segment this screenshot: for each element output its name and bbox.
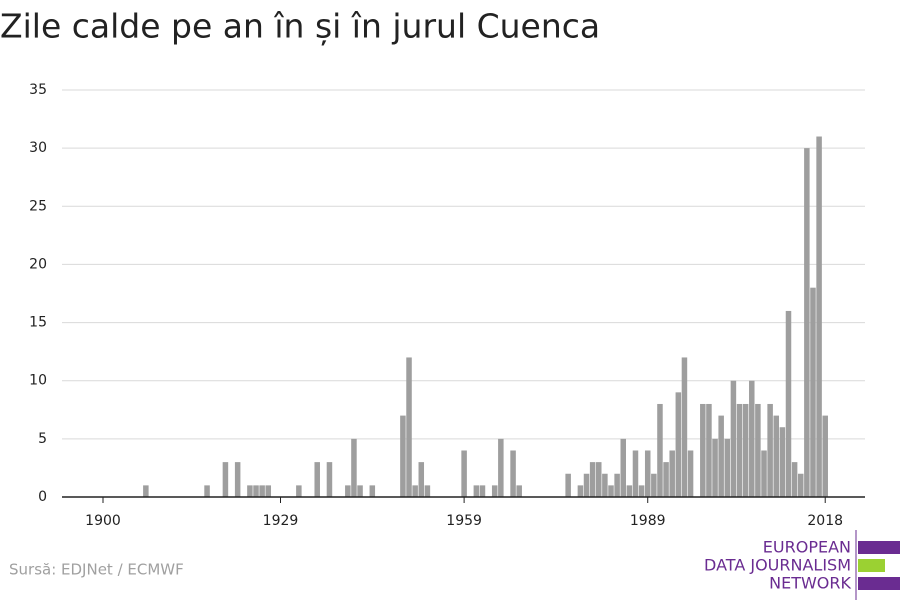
bar [406,357,412,497]
y-tick-label: 10 [29,373,47,389]
bar [712,438,718,497]
bar [326,462,333,497]
bar [412,485,418,497]
y-tick-label: 5 [38,431,47,447]
bar [614,473,620,497]
bar [675,392,682,497]
bar [779,427,786,497]
bar [369,485,376,497]
bar [761,450,767,497]
y-tick-label: 35 [29,82,47,98]
bar [681,357,688,497]
bar [687,450,694,497]
chart-title: Zile calde pe an în și în jurul Cuenca [0,7,600,46]
bar [791,462,798,497]
bar [265,485,272,497]
bar [785,310,792,497]
bar [669,450,675,497]
bar [565,473,571,497]
bar [351,438,357,497]
bar [822,415,828,497]
bar [516,485,522,497]
bar [222,462,229,497]
logo-bar [858,541,900,554]
bar [596,462,602,497]
logo: EUROPEAN DATA JOURNALISM NETWORK [704,530,900,600]
bar [247,485,253,497]
bar [577,485,584,497]
y-tick-label: 30 [29,140,47,156]
y-tick-label: 20 [29,256,47,272]
bar [296,485,302,497]
bar [498,438,504,497]
bar [700,403,706,497]
bar [583,473,590,497]
bar [797,473,804,497]
bar [816,136,822,497]
bar [479,485,486,497]
y-tick-label: 15 [29,315,47,331]
bar [749,380,755,497]
bar [424,485,431,497]
bar [742,403,749,497]
bar [602,473,608,497]
y-tick-label: 0 [38,489,47,505]
bar [706,403,712,497]
bar [773,415,780,497]
x-tick-label: 1900 [85,513,121,529]
bar [473,485,480,497]
bar [718,415,724,497]
x-tick-label: 1959 [446,513,482,529]
bar [730,380,737,497]
bar [626,485,633,497]
bar [345,485,351,497]
bar [657,403,663,497]
bar [620,438,626,497]
logo-bar [858,577,900,590]
y-tick-label: 25 [29,198,47,214]
bar [804,148,810,497]
bar [234,462,241,497]
bar [314,462,320,497]
bar [651,473,657,497]
bar [644,450,651,497]
bar [638,485,645,497]
bar [204,485,210,497]
bar [259,485,265,497]
bar [767,403,773,497]
bar [418,462,425,497]
bar [589,462,596,497]
x-tick-label: 1929 [263,513,299,529]
bar [143,485,149,497]
logo-text: DATA JOURNALISM [704,556,851,575]
x-tick-label: 1989 [630,513,666,529]
bar [608,485,614,497]
bar [736,403,743,497]
bar [755,403,761,497]
bar [663,462,669,497]
bar [357,485,363,497]
logo-text: NETWORK [769,574,851,593]
logo-text: EUROPEAN [763,538,851,557]
source: Sursă: EDJNet / ECMWF [9,561,184,579]
bar [461,450,467,497]
bar [632,450,639,497]
bar [400,415,406,497]
x-tick-label: 2018 [807,513,843,529]
bar [724,438,731,497]
bar [253,485,259,497]
logo-bar [858,559,885,572]
bar [491,485,498,497]
bar [510,450,516,497]
bar [810,287,816,497]
